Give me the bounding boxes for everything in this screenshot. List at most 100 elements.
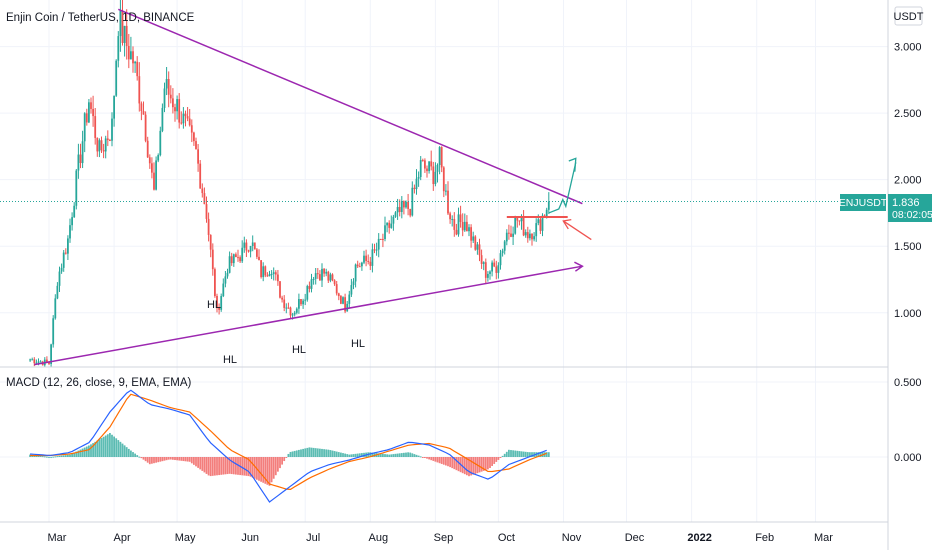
candle-body <box>268 274 271 277</box>
candle-body <box>432 166 435 185</box>
candle-body <box>195 141 197 150</box>
candle-body <box>94 116 97 138</box>
candle-body <box>421 160 424 162</box>
candle-body <box>220 296 223 310</box>
macd-histogram-bar <box>398 453 401 457</box>
candle-body <box>516 217 519 221</box>
price-candles <box>29 0 550 368</box>
time-tick-label: Apr <box>114 532 131 544</box>
candle-body <box>388 222 391 228</box>
candle-body <box>123 25 126 43</box>
candle-body <box>419 160 422 178</box>
macd-histogram-bar <box>46 456 48 458</box>
candle-body <box>403 201 405 208</box>
candle-body <box>512 233 514 237</box>
macd-histogram-bar <box>333 451 336 457</box>
candle-body <box>104 138 107 152</box>
candle-body <box>430 161 433 167</box>
macd-histogram-bar <box>247 457 250 477</box>
macd-histogram-bar <box>537 452 540 457</box>
macd-histogram-bar <box>379 453 382 457</box>
macd-histogram-bar <box>449 457 451 468</box>
candle-body <box>287 307 290 309</box>
macd-histogram-bar <box>260 457 262 482</box>
macd-histogram-bar <box>253 457 256 479</box>
candle-body <box>445 190 447 192</box>
candle-body <box>331 274 334 281</box>
candle-body <box>308 286 311 289</box>
macd-histogram-bar <box>43 456 46 458</box>
macd-histogram-bar <box>384 454 386 457</box>
bullish-projection-arrow[interactable] <box>548 162 577 214</box>
candle-body <box>134 61 136 64</box>
macd-histogram-bar <box>325 449 328 457</box>
trendline[interactable] <box>34 265 583 366</box>
candle-body <box>130 51 132 60</box>
candle-body <box>400 201 403 213</box>
candle-body <box>142 111 145 115</box>
macd-histogram-bar <box>358 453 361 457</box>
candle-body <box>409 208 412 216</box>
macd-histogram-bar <box>224 457 227 475</box>
macd-signal-line <box>30 393 547 491</box>
time-tick-label: Jun <box>241 532 259 544</box>
candle-body <box>373 249 376 251</box>
macd-histogram-bar <box>54 456 57 458</box>
macd-histogram-bar <box>447 457 449 467</box>
macd-histogram-bar <box>199 457 202 470</box>
macd-histogram-bar <box>251 457 254 478</box>
candle-body <box>46 359 48 363</box>
candle-body <box>480 255 483 264</box>
macd-histogram-bar <box>274 457 277 476</box>
candle-body <box>428 161 430 172</box>
candle-body <box>482 262 485 264</box>
candle-body <box>495 266 498 273</box>
candle-body <box>434 171 437 185</box>
candle-body <box>392 216 395 224</box>
red-pointer-arrow[interactable] <box>562 220 592 241</box>
candle-body <box>316 273 319 275</box>
macd-histogram-bar <box>524 451 527 457</box>
candle-body <box>98 140 101 152</box>
macd-histogram-bar <box>508 449 510 457</box>
candle-body <box>174 107 176 112</box>
candle-body <box>253 242 256 250</box>
macd-histogram-bar <box>203 457 206 473</box>
macd-histogram-bar <box>503 453 506 457</box>
candle-body <box>241 247 244 262</box>
currency-button[interactable]: USDT <box>894 6 924 26</box>
macd-histogram-bar <box>197 457 199 468</box>
candle-body <box>348 294 351 304</box>
macd-histogram-bar <box>308 447 311 457</box>
candle-body <box>163 88 166 108</box>
candle-body <box>155 160 157 190</box>
macd-histogram-bar <box>445 457 447 466</box>
macd-histogram-bar <box>100 438 103 457</box>
candle-body <box>484 262 487 278</box>
macd-histogram-bar <box>495 457 498 462</box>
candle-body <box>457 214 460 235</box>
candle-body <box>35 362 38 364</box>
macd-histogram-bar <box>146 457 149 463</box>
candle-body <box>295 308 298 313</box>
macd-histogram-bar <box>182 457 185 462</box>
candle-body <box>455 229 458 235</box>
candle-body <box>184 113 187 117</box>
trendline-arrowhead <box>574 261 584 272</box>
candle-body <box>535 223 538 237</box>
trendline[interactable] <box>118 8 583 205</box>
macd-histogram-bar <box>512 450 514 457</box>
macd-histogram-bar <box>142 457 145 460</box>
macd-histogram-bar <box>184 457 187 462</box>
candle-body <box>283 299 286 308</box>
macd-histogram-bar <box>222 457 225 475</box>
candle-body <box>148 157 151 164</box>
candle-body <box>411 187 414 216</box>
candle-body <box>497 265 500 273</box>
macd-histogram-bar <box>346 454 349 457</box>
macd-histogram-bar <box>529 452 531 457</box>
macd-histogram-bar <box>134 453 136 457</box>
macd-histogram-bar <box>382 453 384 457</box>
macd-histogram-bar <box>232 457 235 475</box>
